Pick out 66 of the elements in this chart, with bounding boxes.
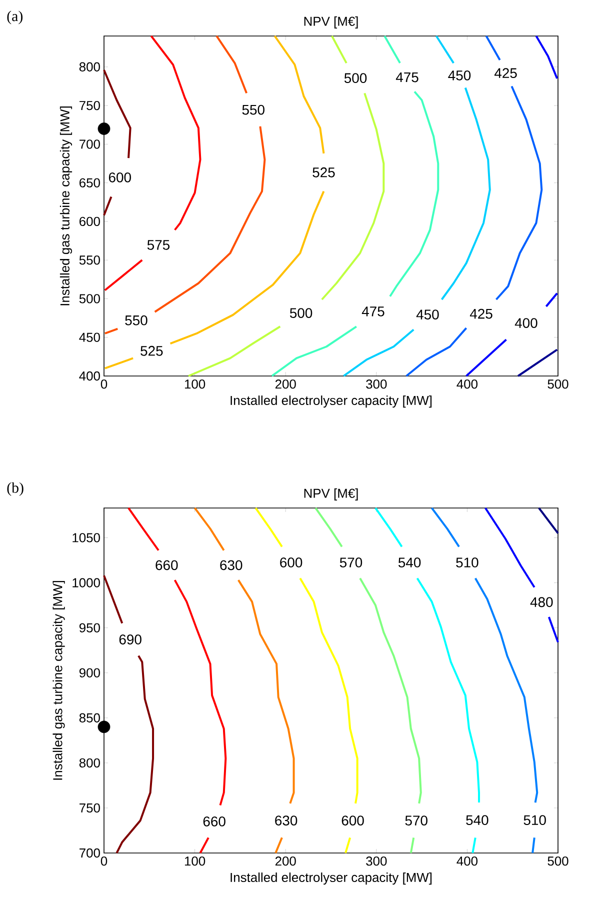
x-tick-label: 400 bbox=[456, 856, 478, 866]
y-tick-label: 550 bbox=[79, 255, 100, 265]
y-tick-label: 950 bbox=[79, 623, 100, 632]
x-tick-label: 100 bbox=[184, 856, 206, 866]
x-axis-title: Installed electrolyser capacity [MW] bbox=[230, 396, 432, 408]
y-tick-label: 650 bbox=[80, 178, 100, 188]
x-tick-label: 500 bbox=[548, 380, 568, 389]
series-label: 540 bbox=[398, 558, 421, 568]
x-tick-label: 200 bbox=[275, 856, 296, 866]
text: 500 bbox=[290, 308, 312, 318]
series-label: 550 bbox=[125, 315, 148, 326]
y-tick-label: 450 bbox=[79, 332, 100, 342]
series-label: 660 bbox=[156, 560, 178, 570]
x-tick-label: 200 bbox=[275, 380, 296, 389]
y-tick-label: 750 bbox=[80, 803, 100, 813]
series-label: 570 bbox=[340, 558, 362, 568]
series-label: 600 bbox=[280, 558, 302, 568]
series-label: 600 bbox=[108, 172, 131, 182]
series-label: 690 bbox=[119, 634, 142, 644]
text: 525 bbox=[312, 167, 335, 178]
y-tick-label: 1000 bbox=[72, 578, 100, 588]
text: 425 bbox=[470, 308, 492, 319]
series-label: 480 bbox=[530, 597, 553, 608]
text: 475 bbox=[362, 306, 384, 316]
y-tick-label: 750 bbox=[80, 100, 100, 110]
text: (b) bbox=[7, 482, 24, 496]
text: 630 bbox=[275, 816, 298, 826]
x-tick-label: 300 bbox=[366, 380, 387, 389]
y-axis-title: Installed gas turbine capacity [MW] bbox=[60, 106, 72, 306]
text: 600 bbox=[342, 816, 364, 826]
chart-title: NPV [M€] bbox=[304, 16, 358, 28]
x-tick-label: 0 bbox=[100, 856, 108, 866]
y-tick-label: 900 bbox=[79, 668, 100, 678]
y-tick-label: 400 bbox=[79, 371, 100, 381]
x-tick-label: 400 bbox=[456, 380, 478, 389]
y-axis-title: Installed gas turbine capacity [MW] bbox=[52, 581, 65, 780]
series-label: 450 bbox=[448, 70, 471, 80]
series-label: 425 bbox=[494, 68, 517, 78]
y-tick-label: 1050 bbox=[72, 533, 100, 542]
x-axis-title: Installed electrolyser capacity [MW] bbox=[230, 872, 432, 885]
series-label: 630 bbox=[220, 560, 242, 570]
x-tick-label: 0 bbox=[100, 380, 108, 389]
text: 570 bbox=[405, 816, 428, 826]
series-label: 575 bbox=[147, 240, 170, 250]
text: 660 bbox=[203, 816, 226, 826]
series-label: 500 bbox=[344, 73, 367, 84]
text: 450 bbox=[416, 310, 439, 320]
y-tick-label: 850 bbox=[79, 713, 100, 722]
chart-title: NPV [M€] bbox=[304, 488, 358, 500]
y-tick-label: 700 bbox=[80, 848, 100, 858]
series-label: 400 bbox=[514, 318, 538, 328]
x-tick-label: 100 bbox=[184, 380, 206, 389]
text: (a) bbox=[7, 10, 23, 24]
y-tick-label: 800 bbox=[79, 62, 100, 72]
text: 550 bbox=[242, 104, 264, 115]
y-tick-label: 700 bbox=[80, 140, 100, 149]
series-label: 475 bbox=[396, 72, 418, 82]
series-label: 525 bbox=[140, 346, 163, 356]
y-tick-label: 500 bbox=[79, 294, 100, 304]
text: 510 bbox=[524, 815, 546, 826]
text: 540 bbox=[466, 815, 488, 826]
x-tick-label: 500 bbox=[548, 856, 568, 866]
x-tick-label: 300 bbox=[366, 856, 387, 866]
y-tick-label: 800 bbox=[79, 758, 100, 768]
series-label: 510 bbox=[456, 558, 478, 568]
y-tick-label: 600 bbox=[80, 216, 100, 226]
